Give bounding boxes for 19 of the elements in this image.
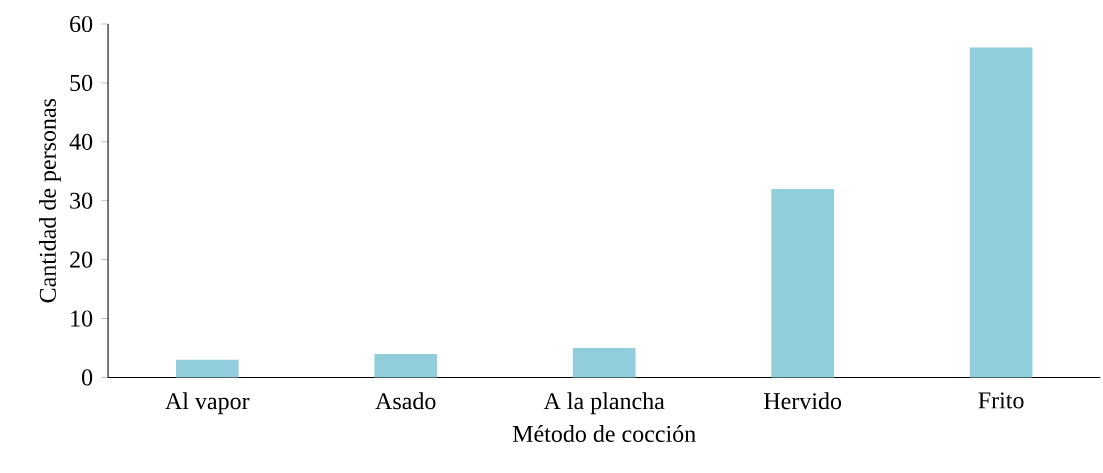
bar	[175, 359, 239, 378]
bar	[374, 353, 438, 378]
x-tick-label: Asado	[375, 392, 436, 410]
y-axis-title: Cantidad de personas	[39, 98, 61, 303]
x-tick-label: Hervido	[764, 392, 842, 410]
y-tick-label: 30	[70, 192, 93, 209]
y-tick-label: 20	[70, 251, 93, 268]
bar	[572, 347, 636, 378]
x-axis-title: Método de cocción	[512, 424, 696, 442]
y-tick-label: 0	[82, 369, 93, 386]
y-tick-label: 60	[70, 15, 93, 32]
bar	[771, 188, 834, 378]
y-tick-label: 10	[71, 310, 93, 327]
x-tick-label: Frito	[978, 392, 1024, 409]
x-tick-label: A la plancha	[543, 392, 665, 414]
x-tick-label: Al vapor	[165, 392, 250, 414]
y-tick-label: 40	[69, 133, 93, 150]
bar	[969, 47, 1033, 378]
y-tick-label: 50	[70, 74, 93, 91]
